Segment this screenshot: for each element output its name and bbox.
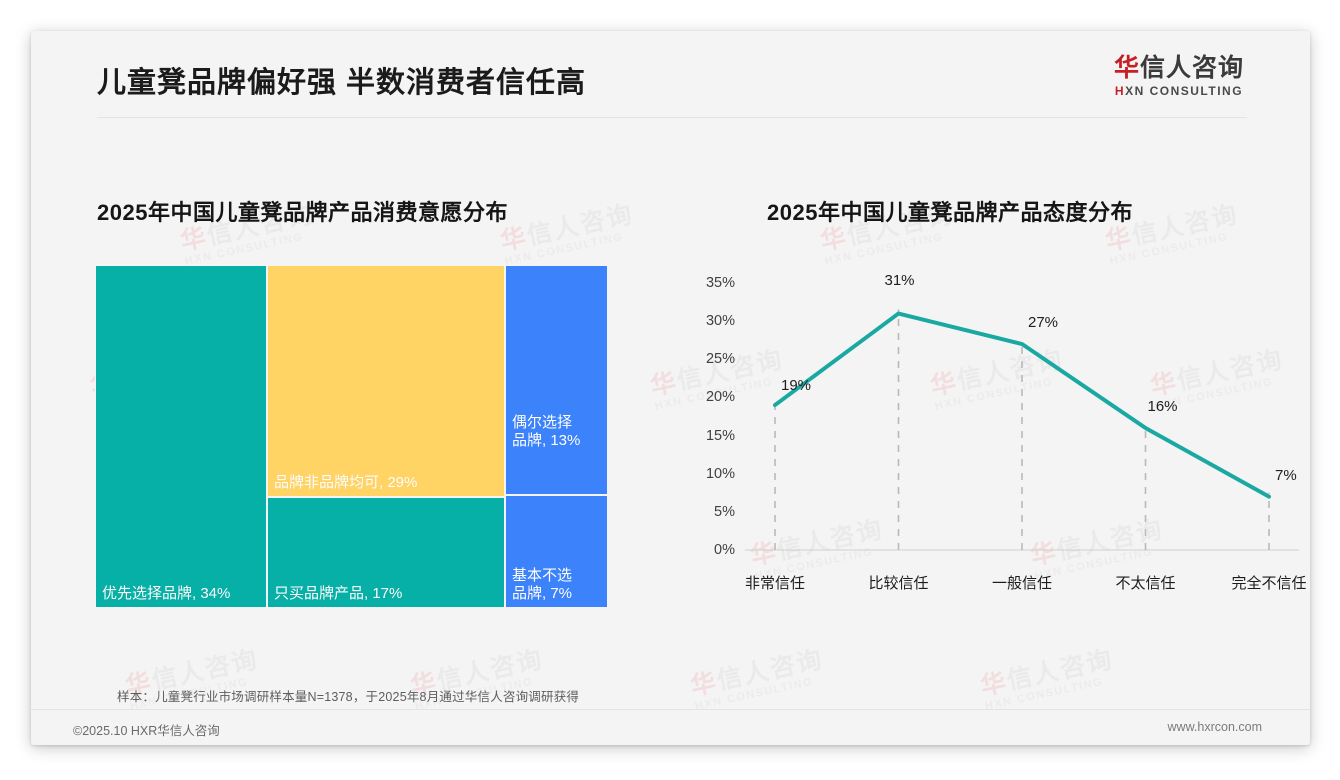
treemap-cell-label: 偶尔选择 品牌, 13%	[512, 414, 603, 450]
y-axis-tick-label: 35%	[705, 275, 735, 291]
treemap-cell[interactable]: 品牌非品牌均可, 29%	[267, 265, 505, 497]
data-point-label: 31%	[884, 271, 915, 289]
treemap-cell-label: 品牌非品牌均可, 29%	[274, 474, 418, 491]
logo-english-text: HXN CONSULTING	[1114, 84, 1244, 98]
y-axis-tick-label: 15%	[705, 427, 735, 444]
y-axis-tick-label: 0%	[714, 542, 735, 558]
slide-card: 华信人咨询 HXN CONSULTING 华信人咨询 HXN CONSULTING 华信…	[31, 31, 1310, 745]
treemap-cell-label-line2: 品牌, 13%	[512, 432, 581, 449]
data-point-label: 7%	[1275, 466, 1297, 484]
treemap-cell[interactable]: 只买品牌产品, 17%	[267, 497, 505, 608]
slide-footer: ©2025.10 HXR华信人咨询 www.hxrcon.com	[31, 709, 1310, 745]
logo-chinese-text: 华信人咨询	[1114, 55, 1244, 81]
brand-logo: 华信人咨询 HXN CONSULTING	[1114, 55, 1244, 98]
header-divider	[97, 117, 1247, 118]
left-chart-title: 2025年中国儿童凳品牌产品消费意愿分布	[97, 200, 508, 225]
x-axis-tick-label: 不太信任	[1115, 575, 1176, 592]
treemap-cell-label-line2: 品牌, 7%	[512, 585, 573, 602]
data-series-line[interactable]	[773, 311, 1271, 499]
footer-divider	[31, 709, 1310, 710]
slide-header: 儿童凳品牌偏好强 半数消费者信任高 华信人咨询 HXN CONSULTING	[31, 31, 1310, 118]
sample-footnote: 样本：儿童凳行业市场调研样本量N=1378，于2025年8月通过华信人咨询调研获…	[117, 690, 580, 704]
y-axis-tick-label: 5%	[714, 503, 735, 520]
treemap-cell-label: 优先选择品牌, 34%	[102, 585, 231, 602]
treemap-cell-label: 只买品牌产品, 17%	[274, 585, 403, 602]
y-axis-tick-label: 25%	[705, 351, 735, 368]
treemap-cell[interactable]: 偶尔选择 品牌, 13%	[505, 265, 608, 495]
x-axis-tick-label: 完全不信任	[1231, 575, 1307, 592]
x-axis-tick-label: 非常信任	[744, 575, 806, 592]
data-point-label: 16%	[1147, 397, 1178, 415]
logo-en-accent: H	[1114, 84, 1126, 99]
x-axis-tick-label: 比较信任	[868, 575, 929, 592]
logo-en-rest: XN CONSULTING	[1125, 84, 1244, 99]
treemap-cell-label: 基本不选 品牌, 7%	[512, 567, 603, 603]
treemap-cell[interactable]: 优先选择品牌, 34%	[95, 265, 267, 608]
line-chart: 35% 30% 25% 20% 15% 10% 5% 0% 非常信任 比较信任 一般信任 不太信任 完全…	[651, 265, 1310, 610]
line-chart-svg	[745, 309, 1299, 551]
logo-accent-char: 华	[1113, 54, 1140, 82]
treemap-chart: 优先选择品牌, 34% 品牌非品牌均可, 29% 只买品牌产品, 17% 偶尔选择 品牌…	[95, 265, 608, 608]
footer-website[interactable]: www.hxrcon.com	[1167, 720, 1262, 734]
logo-rest-chars: 信人咨询	[1139, 54, 1244, 82]
data-point-label: 19%	[781, 377, 812, 395]
data-point-label: 27%	[1028, 314, 1059, 332]
treemap-cell[interactable]: 基本不选 品牌, 7%	[505, 495, 608, 608]
x-axis-tick-label: 一般信任	[991, 575, 1053, 592]
right-chart-title: 2025年中国儿童凳品牌产品态度分布	[767, 200, 1133, 225]
page-title: 儿童凳品牌偏好强 半数消费者信任高	[97, 67, 587, 99]
footer-copyright: ©2025.10 HXR华信人咨询	[73, 724, 220, 738]
y-axis-tick-label: 30%	[705, 313, 735, 330]
y-axis-tick-label: 20%	[705, 389, 735, 406]
y-axis-tick-label: 10%	[705, 465, 735, 482]
